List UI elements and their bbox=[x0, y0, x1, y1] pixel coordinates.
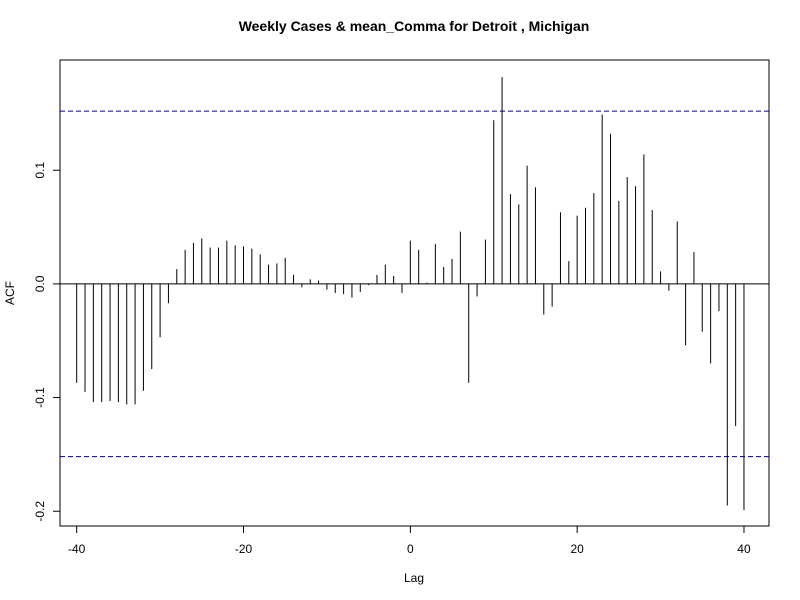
y-tick-label: 0.0 bbox=[33, 275, 47, 292]
x-tick-label: -40 bbox=[68, 542, 86, 556]
plot-frame bbox=[59, 59, 770, 527]
x-tick-label: 0 bbox=[407, 542, 414, 556]
y-tick-label: -0.1 bbox=[33, 387, 47, 408]
y-tick-label: -0.2 bbox=[33, 501, 47, 522]
x-tick-label: 20 bbox=[570, 542, 584, 556]
x-tick-label: 40 bbox=[737, 542, 751, 556]
x-axis-label: Lag bbox=[404, 571, 424, 585]
x-tick-label: -20 bbox=[235, 542, 253, 556]
y-tick-label: 0.1 bbox=[33, 162, 47, 179]
chart-title: Weekly Cases & mean_Comma for Detroit , … bbox=[239, 18, 590, 34]
y-axis-label: ACF bbox=[3, 281, 17, 305]
